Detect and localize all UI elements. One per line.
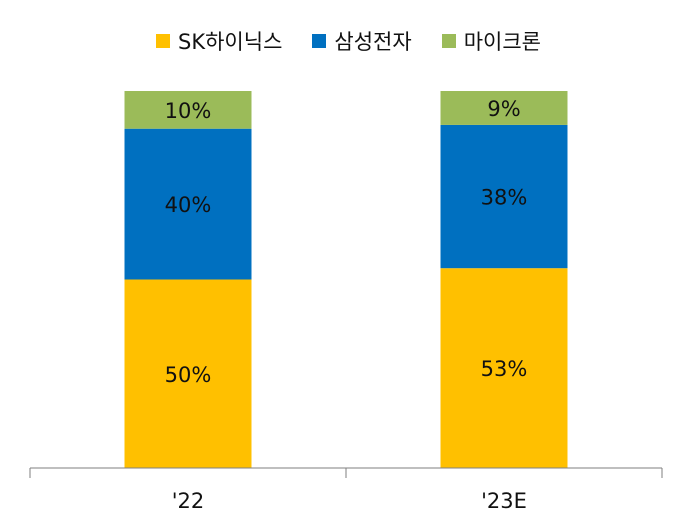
- x-tick-label-1: '23E: [481, 489, 527, 513]
- legend-item-micron: 마이크론: [441, 26, 541, 56]
- bar-sk-hynix-1: [440, 268, 568, 468]
- data-label-sk-hynix-1: 53%: [481, 357, 528, 381]
- bar-micron-1: [440, 91, 568, 125]
- data-label-samsung-1: 38%: [481, 186, 528, 210]
- legend-item-sk-hynix: SK하이닉스: [156, 26, 282, 56]
- chart-legend: SK하이닉스 삼성전자 마이크론: [0, 26, 697, 56]
- x-tick-label-0: '22: [172, 489, 205, 513]
- data-label-samsung-0: 40%: [165, 193, 212, 217]
- bar-samsung-0: [124, 128, 252, 280]
- legend-label-samsung: 삼성전자: [334, 30, 412, 54]
- legend-swatch-samsung: [312, 34, 327, 48]
- bar-samsung-1: [440, 124, 568, 269]
- legend-swatch-sk-hynix: [156, 34, 171, 48]
- bar-sk-hynix-0: [124, 279, 252, 468]
- data-label-micron-1: 9%: [487, 97, 520, 121]
- data-label-micron-0: 10%: [165, 99, 212, 123]
- legend-label-micron: 마이크론: [463, 30, 541, 54]
- legend-item-samsung: 삼성전자: [312, 26, 412, 56]
- legend-swatch-micron: [441, 34, 456, 48]
- bar-micron-0: [124, 91, 252, 129]
- data-label-sk-hynix-0: 50%: [165, 363, 212, 387]
- legend-label-sk-hynix: SK하이닉스: [178, 30, 283, 54]
